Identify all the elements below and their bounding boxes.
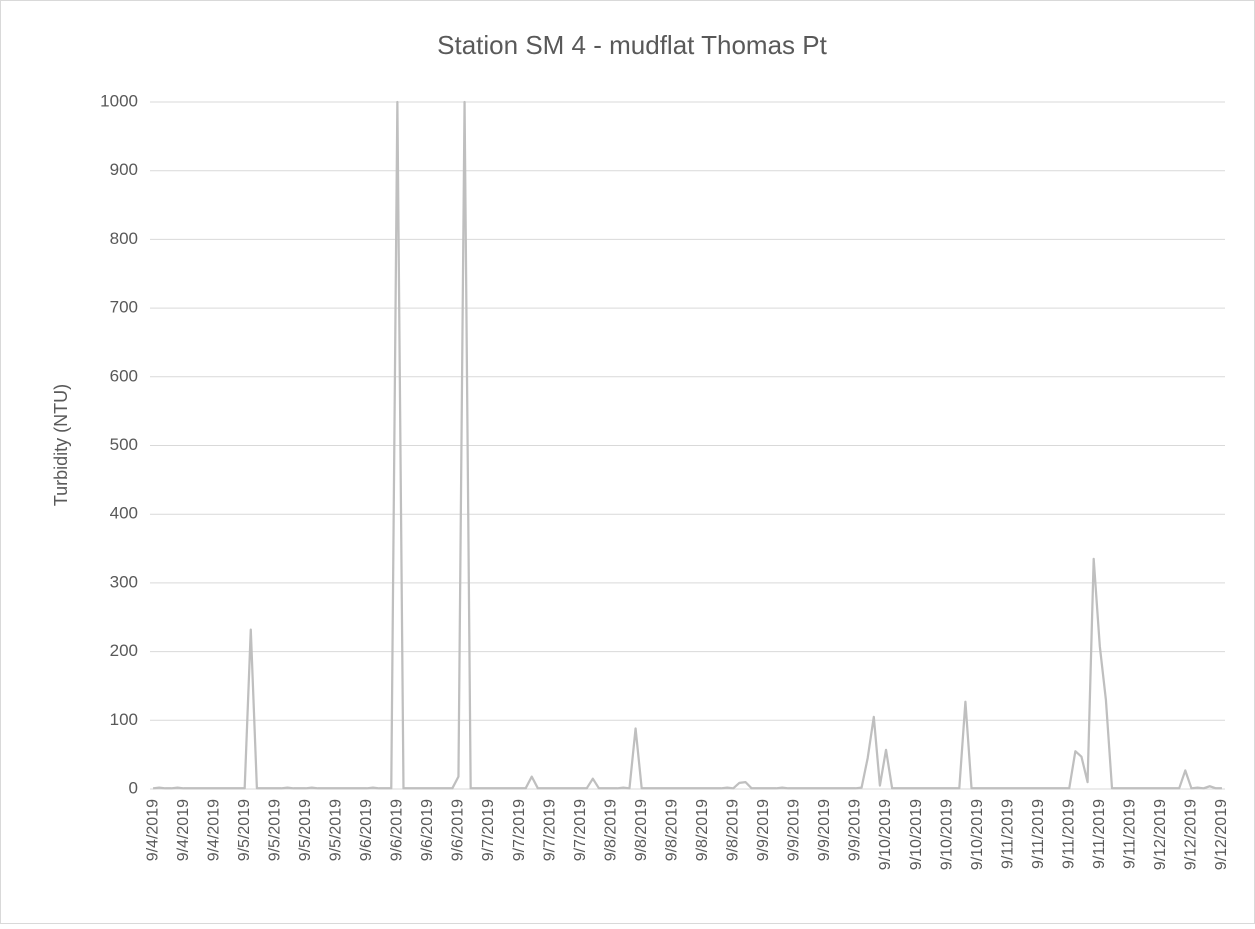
y-tick-label: 200 xyxy=(110,641,138,660)
x-tick-label: 9/5/2019 xyxy=(266,799,283,861)
x-tick-label: 9/5/2019 xyxy=(328,799,345,861)
x-tick-label: 9/4/2019 xyxy=(205,799,222,861)
x-tick-label: 9/10/2019 xyxy=(969,799,986,870)
x-tick-label: 9/11/2019 xyxy=(1030,799,1047,869)
y-tick-label: 1000 xyxy=(100,91,138,110)
x-tick-label: 9/8/2019 xyxy=(663,799,680,861)
x-tick-label: 9/4/2019 xyxy=(144,799,161,861)
x-tick-label: 9/4/2019 xyxy=(175,799,192,861)
x-tick-label: 9/12/2019 xyxy=(1152,799,1169,870)
x-tick-label: 9/10/2019 xyxy=(938,799,955,870)
x-tick-label: 9/8/2019 xyxy=(694,799,711,861)
x-tick-label: 9/7/2019 xyxy=(572,799,589,861)
y-tick-label: 800 xyxy=(110,229,138,248)
x-tick-label: 9/11/2019 xyxy=(999,799,1016,869)
x-tick-label: 9/9/2019 xyxy=(816,799,833,861)
y-tick-label: 300 xyxy=(110,572,138,591)
x-tick-label: 9/8/2019 xyxy=(633,799,650,861)
y-tick-label: 600 xyxy=(110,366,138,385)
x-tick-label: 9/6/2019 xyxy=(419,799,436,861)
data-line xyxy=(152,100,1222,790)
x-tick-label: 9/8/2019 xyxy=(725,799,742,861)
x-tick-label: 9/6/2019 xyxy=(450,799,467,861)
chart-title: Station SM 4 - mudflat Thomas Pt xyxy=(437,30,827,60)
x-tick-label: 9/9/2019 xyxy=(847,799,864,861)
x-tick-label: 9/5/2019 xyxy=(297,799,314,861)
x-tick-label: 9/12/2019 xyxy=(1183,799,1200,870)
y-axis-label: Turbidity (NTU) xyxy=(51,384,71,506)
x-tick-label: 9/7/2019 xyxy=(480,799,497,861)
x-tick-label: 9/11/2019 xyxy=(1091,799,1108,869)
x-tick-label: 9/11/2019 xyxy=(1122,799,1139,869)
x-tick-label: 9/5/2019 xyxy=(236,799,253,861)
x-tick-label: 9/9/2019 xyxy=(755,799,772,861)
x-tick-label: 9/10/2019 xyxy=(908,799,925,870)
y-tick-label: 100 xyxy=(110,710,138,729)
x-tick-label: 9/10/2019 xyxy=(877,799,894,870)
y-tick-label: 0 xyxy=(129,778,138,797)
x-tick-label: 9/6/2019 xyxy=(389,799,406,861)
x-tick-label: 9/9/2019 xyxy=(786,799,803,861)
x-tick-label: 9/12/2019 xyxy=(1213,799,1230,870)
y-tick-label: 400 xyxy=(110,504,138,523)
x-tick-label: 9/8/2019 xyxy=(602,799,619,861)
y-tick-label: 500 xyxy=(110,435,138,454)
x-tick-label: 9/7/2019 xyxy=(511,799,528,861)
y-tick-label: 900 xyxy=(110,160,138,179)
x-tick-label: 9/6/2019 xyxy=(358,799,375,861)
x-tick-label: 9/7/2019 xyxy=(541,799,558,861)
x-tick-label: 9/11/2019 xyxy=(1060,799,1077,869)
y-tick-label: 700 xyxy=(110,298,138,317)
